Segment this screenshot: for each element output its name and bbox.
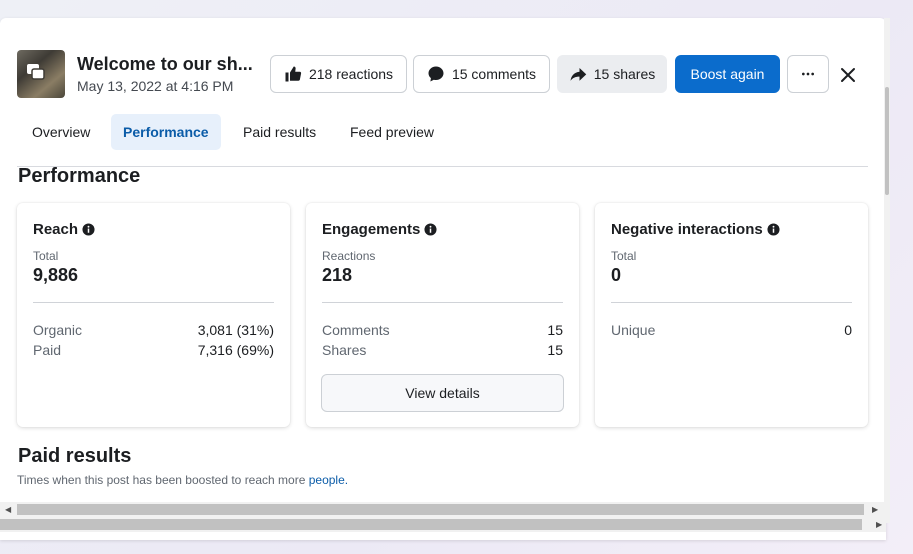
horizontal-scrollbar-inner[interactable]: ◀ ▶ (0, 502, 886, 517)
reach-sublabel: Total (33, 249, 59, 263)
tabs-divider (17, 166, 868, 167)
reach-card: Reach Total 9,886 Organic 3,081 (31%) Pa… (17, 203, 290, 427)
shares-button[interactable]: 15 shares (557, 55, 667, 93)
engagements-row-comments: Comments 15 (322, 322, 563, 338)
info-icon[interactable] (767, 223, 780, 236)
vertical-scrollbar-thumb[interactable] (885, 87, 889, 195)
row-value: 15 (547, 342, 563, 358)
reach-row-organic: Organic 3,081 (31%) (33, 322, 274, 338)
row-value: 0 (844, 322, 852, 338)
negative-title: Negative interactions (611, 221, 763, 238)
like-icon (285, 66, 302, 82)
shares-label: 15 shares (593, 66, 656, 82)
reach-row-paid: Paid 7,316 (69%) (33, 342, 274, 358)
boost-again-button[interactable]: Boost again (675, 55, 780, 93)
reactions-label: 218 reactions (308, 66, 394, 82)
reach-total: 9,886 (33, 265, 79, 285)
negative-row-unique: Unique 0 (611, 322, 852, 338)
row-value: 15 (547, 322, 563, 338)
comment-icon (428, 66, 444, 82)
share-icon (570, 68, 586, 81)
info-icon[interactable] (82, 223, 95, 236)
negative-sublabel: Total (611, 249, 637, 263)
horizontal-scrollbar-outer[interactable]: ▶ (0, 517, 886, 532)
people-link[interactable]: people. (308, 473, 349, 487)
comments-button[interactable]: 15 comments (413, 55, 550, 93)
post-date: May 13, 2022 at 4:16 PM (77, 78, 234, 94)
info-icon[interactable] (424, 223, 437, 236)
negative-interactions-card: Negative interactions Total 0 Unique 0 (595, 203, 868, 427)
engagements-card: Engagements Reactions 218 Comments 15 Sh… (306, 203, 579, 427)
row-value: 3,081 (31%) (197, 322, 274, 338)
vertical-scrollbar[interactable] (884, 18, 890, 523)
performance-heading: Performance (18, 165, 141, 187)
more-icon (802, 72, 814, 76)
horizontal-scrollbar-outer-thumb[interactable] (0, 519, 862, 530)
boost-again-label: Boost again (690, 66, 765, 82)
close-icon[interactable] (838, 65, 858, 85)
scroll-right-arrow-icon[interactable]: ▶ (872, 505, 879, 514)
engagements-title: Engagements (322, 221, 421, 238)
paid-results-heading: Paid results (18, 445, 132, 467)
tab-overview[interactable]: Overview (32, 124, 91, 140)
engagements-divider (322, 302, 563, 303)
row-value: 7,316 (69%) (197, 342, 274, 358)
post-title: Welcome to our sh... (77, 54, 253, 74)
negative-title-row: Negative interactions (611, 221, 780, 238)
post-thumbnail (17, 50, 65, 98)
scroll-left-arrow-icon[interactable]: ◀ (5, 505, 12, 514)
row-label: Paid (33, 342, 62, 358)
engagements-title-row: Engagements (322, 221, 437, 238)
row-label: Organic (33, 322, 83, 338)
post-thumbnail-mark (27, 64, 45, 80)
negative-total: 0 (611, 265, 622, 285)
horizontal-scrollbar-inner-thumb[interactable] (17, 504, 864, 515)
row-label: Shares (322, 342, 367, 358)
reach-title: Reach (33, 221, 79, 238)
reach-divider (33, 302, 274, 303)
paid-results-text: Times when this post has been boosted to… (17, 473, 309, 487)
comments-label: 15 comments (451, 66, 537, 82)
more-options-button[interactable] (787, 55, 829, 93)
post-insights-dialog: Welcome to our sh... May 13, 2022 at 4:1… (0, 18, 886, 540)
tab-performance[interactable]: Performance (111, 114, 221, 150)
engagements-total: 218 (322, 265, 353, 285)
reactions-button[interactable]: 218 reactions (270, 55, 407, 93)
tab-feed-preview[interactable]: Feed preview (350, 124, 435, 140)
negative-divider (611, 302, 852, 303)
engagements-sublabel: Reactions (322, 249, 376, 263)
row-label: Unique (611, 322, 656, 338)
paid-results-description: Times when this post has been boosted to… (17, 473, 348, 487)
scroll-right-arrow-icon[interactable]: ▶ (876, 520, 883, 529)
tab-paid-results[interactable]: Paid results (243, 124, 317, 140)
reach-title-row: Reach (33, 221, 95, 238)
row-label: Comments (322, 322, 390, 338)
engagements-row-shares: Shares 15 (322, 342, 563, 358)
view-details-button[interactable]: View details (321, 374, 564, 412)
